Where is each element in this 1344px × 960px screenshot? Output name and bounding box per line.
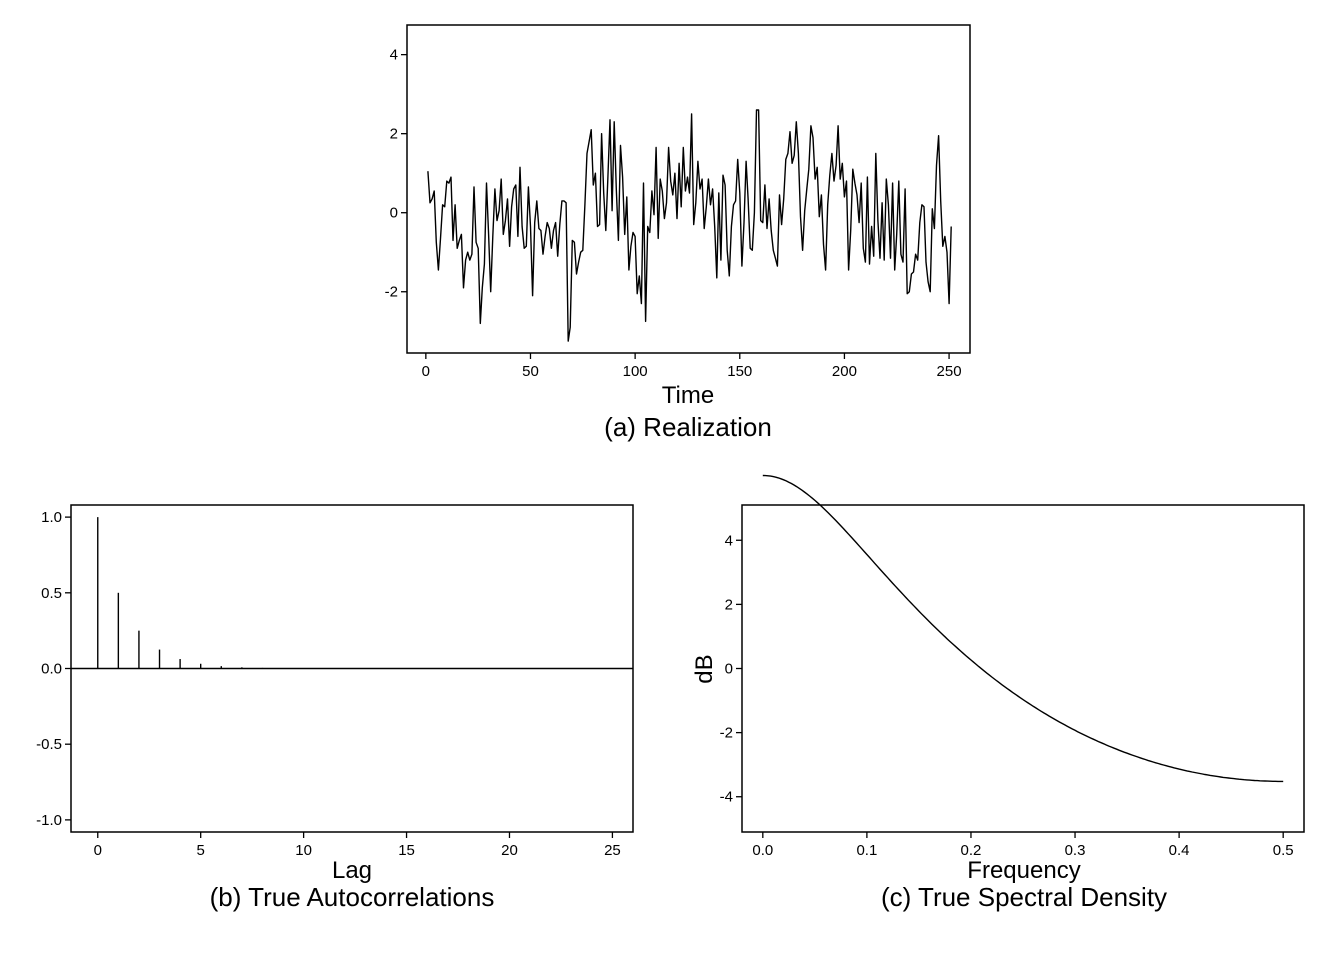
- x-tick-label: 0.4: [1169, 842, 1190, 859]
- x-tick-label: 10: [295, 842, 312, 859]
- x-tick-label: 0: [422, 363, 430, 380]
- x-tick-label: 0.5: [1273, 842, 1294, 859]
- x-tick-label: 100: [623, 363, 648, 380]
- x-tick-label: 0: [94, 842, 102, 859]
- panel-caption: (b) True Autocorrelations: [210, 882, 495, 912]
- plot-frame: [741, 504, 1305, 833]
- realization-panel: 0 50 100 150 200 250 -2 0 2 4 Time (a) Realizatio…: [385, 24, 971, 442]
- panel-caption: (a) Realization: [604, 412, 772, 442]
- x-axis-label: Time: [662, 382, 714, 409]
- y-tick-label: -0.5: [36, 736, 62, 753]
- x-tick-label: 50: [522, 363, 539, 380]
- y-tick-label: 2: [725, 596, 733, 613]
- y-tick-label: 1.0: [41, 509, 62, 526]
- x-tick-label: 0.3: [1065, 842, 1086, 859]
- y-tick-label: 0.5: [41, 585, 62, 602]
- spectral-density-panel: 0.0 0.1 0.2 0.3 0.4 0.5 -4 -2 0 2 4 dB Frequency (…: [691, 474, 1305, 912]
- series-line: [427, 109, 952, 342]
- y-tick-label: 4: [725, 532, 733, 549]
- y-axis-label: dB: [691, 654, 718, 683]
- y-tick-label: 0.0: [41, 661, 62, 678]
- x-tick-label: 150: [727, 363, 752, 380]
- x-tick-label: 5: [197, 842, 205, 859]
- y-tick-label: -4: [720, 789, 733, 806]
- x-tick-label: 20: [501, 842, 518, 859]
- y-tick-label: -2: [720, 725, 733, 742]
- axes-ticks: 0 50 100 150 200 250 -2 0 2 4: [385, 47, 962, 380]
- axes-ticks: 0 5 10 15 20 25 -1.0 -0.5 0.0 0.5 1.0: [36, 509, 621, 859]
- x-tick-label: 250: [937, 363, 962, 380]
- axes-ticks: 0.0 0.1 0.2 0.3 0.4 0.5 -4 -2 0 2 4: [720, 532, 1294, 859]
- autocorrelations-panel: 0 5 10 15 20 25 -1.0 -0.5 0.0 0.5 1.0 Lag (b) True…: [36, 504, 634, 912]
- y-tick-label: 0: [390, 205, 398, 222]
- x-tick-label: 0.1: [856, 842, 877, 859]
- x-axis-label: Lag: [332, 857, 372, 884]
- x-tick-label: 0.0: [752, 842, 773, 859]
- x-tick-label: 0.2: [961, 842, 982, 859]
- acf-spikes: [97, 517, 305, 669]
- plot-frame: [406, 24, 971, 354]
- x-tick-label: 15: [398, 842, 415, 859]
- y-tick-label: 0: [725, 661, 733, 678]
- y-tick-label: 2: [390, 126, 398, 143]
- y-tick-label: 4: [390, 47, 398, 64]
- y-tick-label: -2: [385, 284, 398, 301]
- spectral-curve: [762, 474, 1284, 783]
- y-tick-label: -1.0: [36, 812, 62, 829]
- x-tick-label: 25: [604, 842, 621, 859]
- x-axis-label: Frequency: [967, 857, 1080, 884]
- x-tick-label: 200: [832, 363, 857, 380]
- panel-caption: (c) True Spectral Density: [881, 882, 1167, 912]
